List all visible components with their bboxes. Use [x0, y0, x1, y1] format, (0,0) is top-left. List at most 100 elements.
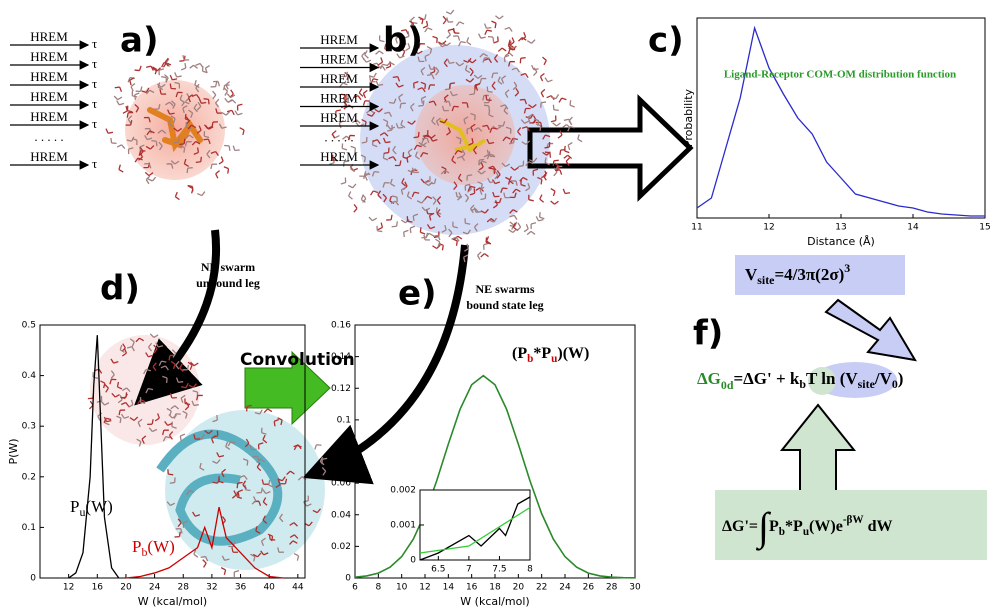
water: [152, 362, 157, 372]
water: [379, 132, 389, 137]
water: [168, 414, 177, 419]
water: [509, 209, 518, 214]
water: [526, 39, 536, 44]
water: [535, 216, 544, 222]
equation-part: 0: [892, 377, 898, 391]
water: [454, 149, 463, 155]
water: [256, 487, 263, 494]
water: [173, 136, 180, 144]
water: [455, 61, 465, 67]
water: [170, 360, 176, 370]
water: [554, 162, 560, 172]
tau: τ: [92, 116, 97, 131]
water: [436, 196, 442, 205]
water: [400, 186, 407, 195]
y-tick-label: 0.02: [331, 542, 351, 552]
integral-part: u: [803, 526, 809, 538]
water: [203, 131, 210, 139]
note: bound state leg: [466, 298, 543, 312]
water: [188, 109, 194, 118]
water: [539, 194, 545, 203]
water: [495, 15, 504, 20]
water: [139, 397, 146, 404]
hrem-label: HREM: [320, 32, 358, 47]
water: [428, 212, 435, 221]
panel-label: b): [383, 21, 423, 61]
water: [469, 67, 474, 77]
tau: τ: [92, 36, 97, 51]
water: [129, 338, 135, 347]
x-tick-label: 30: [629, 583, 641, 593]
water: [254, 409, 263, 415]
note: NE swarm: [201, 260, 255, 274]
curve: [68, 335, 120, 579]
water: [449, 91, 458, 97]
water: [104, 384, 109, 393]
water: [525, 183, 531, 192]
water: [437, 40, 447, 45]
water: [164, 57, 169, 67]
x-tick-label: 12: [63, 583, 74, 593]
water: [116, 415, 122, 424]
water: [177, 518, 182, 528]
water: [432, 196, 437, 205]
water: [559, 148, 566, 156]
integral-part: ΔG'=: [722, 518, 758, 535]
water: [193, 147, 200, 155]
water: [193, 549, 199, 558]
equation-part: T ln (V: [806, 369, 858, 388]
water: [223, 166, 230, 174]
water: [187, 94, 194, 103]
water: [147, 419, 154, 425]
hrem-label: HREM: [320, 110, 358, 125]
water: [420, 139, 427, 148]
y-tick-label: 0.001: [390, 521, 416, 531]
water: [394, 160, 402, 167]
hrem-label: HREM: [30, 109, 68, 124]
equation-part: site: [858, 377, 875, 391]
water: [509, 214, 518, 220]
water: [544, 141, 551, 149]
water: [368, 72, 377, 78]
integral-part: P: [769, 518, 779, 535]
water: [422, 137, 430, 144]
water: [237, 489, 243, 497]
x-tick-label: 36: [235, 583, 247, 593]
water: [130, 82, 136, 92]
water: [382, 181, 390, 188]
water: [369, 76, 376, 83]
water: [458, 40, 466, 47]
water: [120, 392, 128, 399]
water: [149, 333, 159, 339]
x-axis-label: W (kcal/mol): [138, 595, 207, 608]
tau: τ: [92, 76, 97, 91]
water: [486, 138, 495, 145]
water: [470, 123, 476, 132]
water: [497, 76, 503, 85]
hrem-label: HREM: [30, 29, 68, 44]
hrem-label: HREM: [30, 69, 68, 84]
note: NE swarms: [476, 282, 535, 296]
water: [136, 438, 142, 447]
water: [212, 430, 219, 438]
water: [464, 218, 471, 225]
water: [486, 236, 492, 245]
water: [167, 109, 175, 115]
water: [347, 183, 357, 189]
water: [483, 23, 492, 29]
water: [184, 401, 190, 411]
water: [170, 160, 180, 165]
water: [488, 165, 497, 171]
plot-frame: [39, 324, 306, 579]
water: [144, 135, 153, 141]
water: [350, 145, 357, 154]
vsite-box: [735, 255, 905, 295]
water: [179, 94, 185, 103]
water: [260, 537, 266, 546]
water: [451, 155, 457, 164]
water: [215, 108, 223, 114]
water: [519, 98, 528, 105]
water: [540, 101, 547, 108]
curve-label: Pu(W): [70, 497, 113, 519]
water: [186, 167, 193, 174]
